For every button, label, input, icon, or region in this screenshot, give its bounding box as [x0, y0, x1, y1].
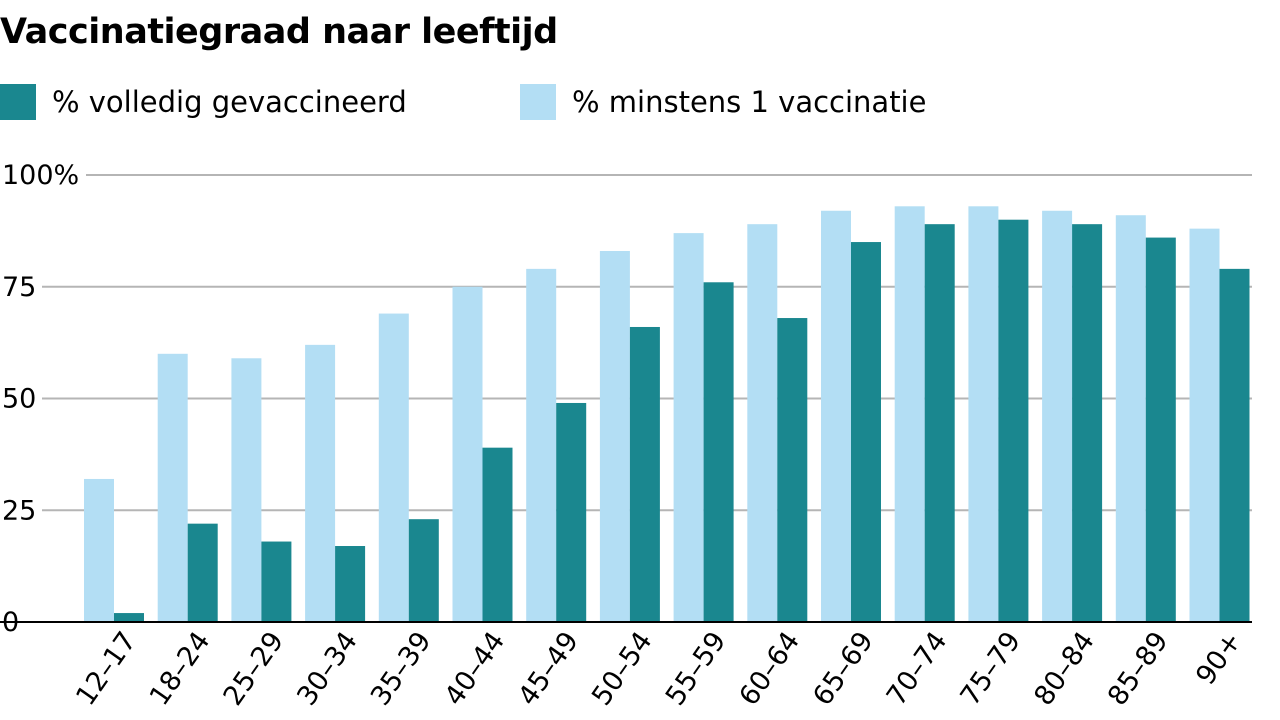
bar-at-least-one: [1042, 210, 1073, 622]
bar-at-least-one: [1189, 228, 1220, 622]
x-tick-label: 35–39: [365, 626, 438, 711]
x-tick-label: 30–34: [291, 626, 364, 711]
bar-at-least-one: [231, 358, 262, 622]
bar-fully-vaccinated: [703, 282, 734, 622]
bar-at-least-one: [747, 224, 778, 623]
bar-fully-vaccinated: [187, 523, 218, 622]
bar-at-least-one: [894, 206, 925, 623]
y-tick-label: 100%: [2, 160, 79, 191]
bar-fully-vaccinated: [1145, 237, 1176, 622]
legend-label-at-least-one: % minstens 1 vaccinatie: [572, 85, 927, 119]
x-tick-label: 70–74: [881, 626, 954, 711]
x-tick-label: 55–59: [660, 626, 733, 711]
bar-fully-vaccinated: [1072, 224, 1103, 623]
x-tick-label: 60–64: [733, 626, 806, 711]
x-tick-label: 18–24: [144, 626, 217, 711]
x-tick-label: 45–49: [512, 626, 585, 711]
bar-fully-vaccinated: [114, 613, 144, 622]
x-tick-label: 90+: [1190, 626, 1248, 690]
chart-title: Vaccinatiegraad naar leeftijd: [0, 12, 558, 52]
x-tick-label: 75–79: [955, 626, 1028, 711]
x-tick-label: 40–44: [439, 626, 512, 711]
x-tick-label: 12–17: [70, 626, 143, 711]
legend-swatch-fully-vaccinated: [0, 84, 36, 120]
bar-at-least-one: [673, 233, 704, 623]
y-tick-label: 25: [2, 495, 36, 526]
bar-fully-vaccinated: [998, 219, 1029, 622]
legend-item-at-least-one: % minstens 1 vaccinatie: [520, 84, 926, 120]
x-tick-label: 25–29: [218, 626, 291, 711]
bar-fully-vaccinated: [629, 326, 660, 622]
bar-fully-vaccinated: [261, 541, 292, 622]
bar-fully-vaccinated: [851, 242, 881, 623]
legend-label-fully-vaccinated: % volledig gevaccineerd: [52, 85, 407, 119]
bar-at-least-one: [526, 268, 557, 622]
bar-at-least-one: [1115, 215, 1146, 623]
bar-at-least-one: [968, 206, 999, 623]
bar-at-least-one: [599, 250, 630, 623]
bar-at-least-one: [84, 478, 114, 622]
bar-at-least-one: [452, 286, 483, 622]
bar-at-least-one: [305, 344, 336, 622]
bar-fully-vaccinated: [556, 402, 587, 622]
bar-fully-vaccinated: [408, 519, 439, 622]
y-tick-label: 50: [2, 384, 36, 415]
x-tick-label: 50–54: [586, 626, 659, 711]
bar-fully-vaccinated: [924, 224, 955, 623]
bar-fully-vaccinated: [335, 546, 366, 622]
bar-at-least-one: [378, 313, 409, 622]
legend-item-fully-vaccinated: % volledig gevaccineerd: [0, 84, 407, 120]
x-tick-label: 80–84: [1028, 626, 1101, 711]
x-tick-label: 65–69: [807, 626, 880, 711]
x-tick-label: 85–89: [1102, 626, 1175, 711]
y-tick-label: 75: [2, 272, 36, 303]
bar-fully-vaccinated: [482, 447, 513, 622]
bar-fully-vaccinated: [1219, 268, 1250, 622]
legend-swatch-at-least-one: [520, 84, 556, 120]
bar-at-least-one: [157, 353, 188, 622]
bar-at-least-one: [821, 210, 851, 622]
bar-fully-vaccinated: [777, 318, 808, 622]
